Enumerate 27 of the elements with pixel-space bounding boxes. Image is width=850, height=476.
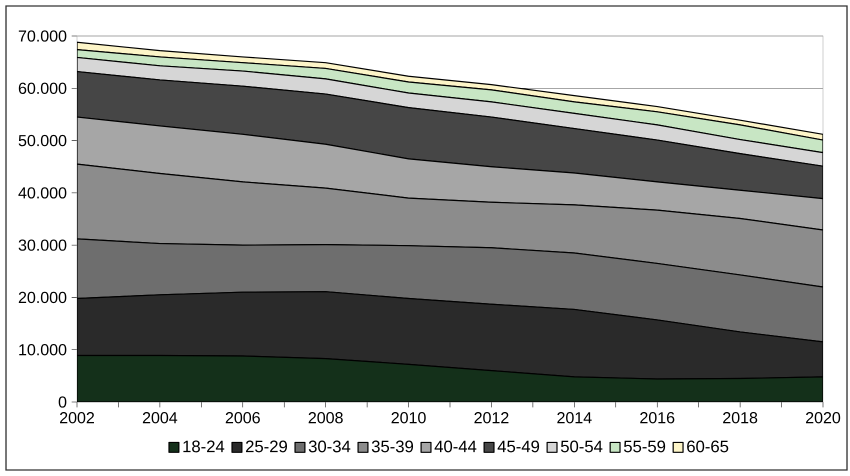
x-tick-label: 2002 — [60, 412, 94, 424]
x-tick-label: 2008 — [308, 412, 343, 424]
legend-label: 55-59 — [624, 440, 666, 452]
y-tick-label: 50.000 — [18, 134, 66, 146]
legend-label: 60-65 — [687, 440, 728, 452]
y-tick-label: 70.000 — [18, 30, 66, 42]
x-tick-label: 2010 — [392, 412, 426, 424]
legend-label: 45-49 — [498, 440, 540, 452]
y-tick-label: 40.000 — [18, 187, 66, 199]
x-tick-label: 2014 — [557, 412, 592, 424]
legend-label: 25-29 — [246, 440, 287, 452]
y-tick-label: 30.000 — [18, 239, 66, 251]
x-tick-label: 2004 — [142, 412, 178, 424]
x-tick-label: 2020 — [806, 412, 840, 424]
legend-label: 35-39 — [372, 440, 414, 452]
y-tick-label: 20.000 — [18, 292, 66, 304]
y-tick-label: 10.000 — [19, 344, 66, 356]
legend-label: 50-54 — [560, 440, 602, 452]
legend-label: 30-34 — [308, 440, 350, 452]
x-tick-label: 2018 — [723, 412, 758, 424]
legend-label: 40-44 — [434, 440, 476, 452]
y-tick-label: 60.000 — [18, 82, 66, 94]
x-tick-label: 2006 — [226, 412, 260, 424]
x-tick-label: 2012 — [474, 412, 508, 424]
y-tick-label: 0 — [58, 396, 66, 408]
legend-label: 18-24 — [183, 440, 224, 452]
x-tick-label: 2016 — [640, 412, 674, 424]
